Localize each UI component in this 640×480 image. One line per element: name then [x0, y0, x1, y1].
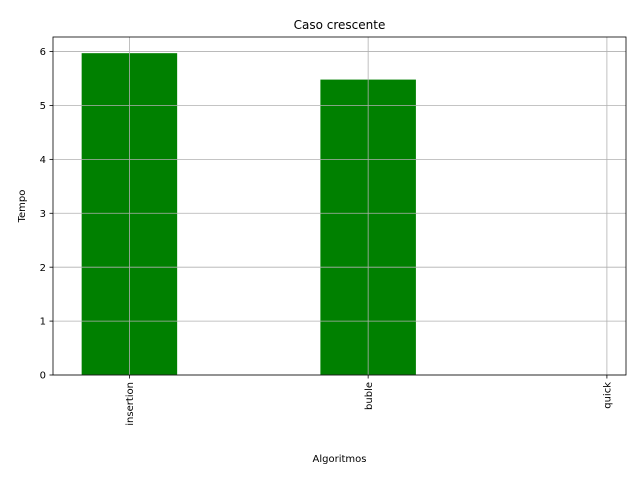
y-tick-label: 5	[40, 101, 46, 112]
y-axis-ticks: 0 1 2 3 4 5 6	[40, 47, 53, 382]
y-tick-label: 1	[40, 317, 46, 328]
chart-title: Caso crescente	[294, 18, 386, 32]
x-axis-ticks: insertion buble quick	[125, 375, 614, 426]
y-tick-label: 3	[40, 209, 46, 220]
plot-frame	[52, 36, 627, 376]
y-tick-label: 4	[40, 155, 46, 166]
x-tick-label: insertion	[125, 382, 136, 426]
x-tick-label: quick	[603, 382, 614, 409]
y-axis-label: Tempo	[17, 190, 28, 224]
y-tick-label: 0	[40, 371, 46, 382]
x-axis-label: Algoritmos	[313, 454, 367, 465]
x-tick-label: buble	[364, 382, 375, 410]
y-tick-label: 6	[40, 47, 46, 58]
y-tick-label: 2	[40, 263, 46, 274]
